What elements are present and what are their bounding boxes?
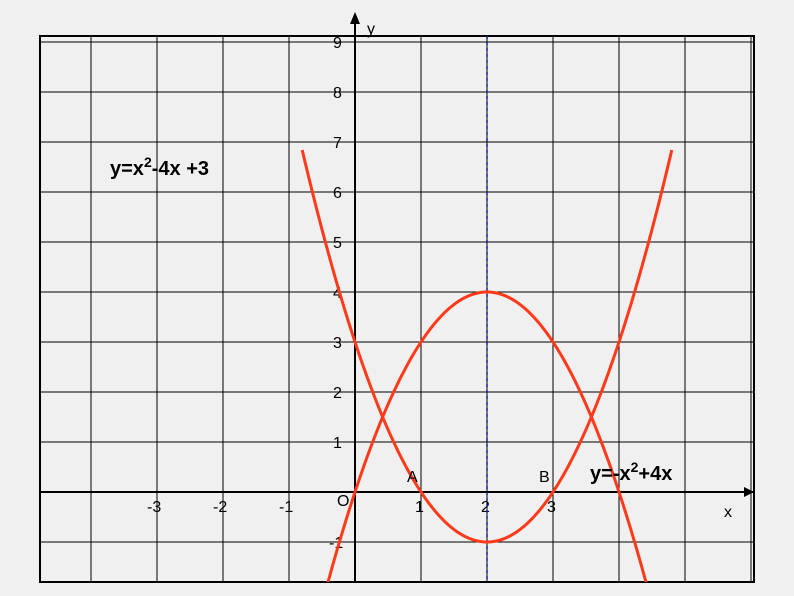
y-tick-label: 2 [333,385,342,402]
x-tick-label: 2 [481,499,490,516]
x-tick-label: 1 [415,499,424,516]
x-tick-label: -2 [213,499,227,516]
y-tick-label: 6 [333,185,342,202]
x-axis-arrow [744,487,754,497]
y-axis-label: y [367,21,375,38]
y-tick-label: 3 [333,335,342,352]
chart-svg: yxO-3-2-1123-1123456789y=x2-4x +3y=-x2+4… [0,0,794,596]
equation-label: y=x2-4x +3 [110,154,209,180]
equation-label: y=-x2+4x [590,459,672,485]
x-tick-label: -3 [147,499,161,516]
x-tick-label: 3 [547,499,556,516]
y-tick-label: 7 [333,135,342,152]
y-tick-label: 8 [333,85,342,102]
y-tick-label: 1 [333,435,342,452]
x-tick-label: -1 [279,499,293,516]
chart-container: yxO-3-2-1123-1123456789y=x2-4x +3y=-x2+4… [0,0,794,596]
y-tick-label: 9 [333,35,342,52]
point-label-a: A [407,469,418,486]
y-axis-arrow [350,12,360,24]
point-label-b: B [539,469,550,486]
x-axis-label: x [724,504,732,521]
origin-label: O [337,493,349,510]
y-tick-label: 5 [333,235,342,252]
